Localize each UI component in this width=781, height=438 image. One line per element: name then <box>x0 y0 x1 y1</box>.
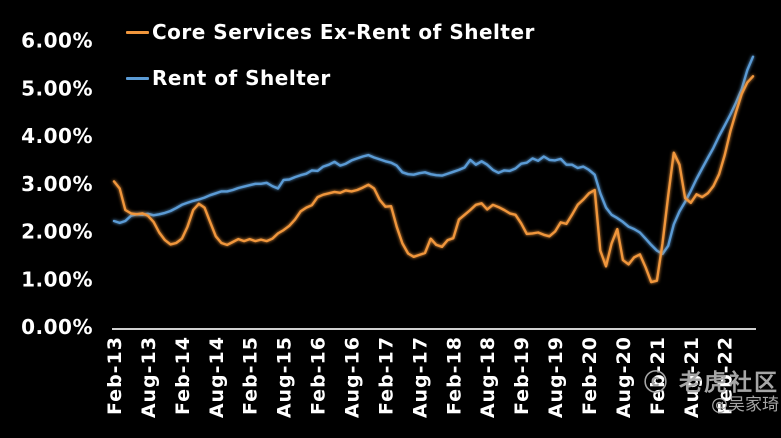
y-tick-label: 3.00% <box>21 172 93 196</box>
x-tick-label: Feb-20 <box>579 336 601 415</box>
rent-of-shelter-swatch-icon <box>126 76 149 80</box>
x-tick-label: Aug-19 <box>545 336 567 418</box>
legend-label-rent-of-shelter: Rent of Shelter <box>152 66 331 90</box>
legend-label-core-services: Core Services Ex-Rent of Shelter <box>152 20 535 44</box>
x-tick-label: Aug-15 <box>274 336 296 418</box>
y-tick-label: 2.00% <box>21 220 93 244</box>
rent-of-shelter-line <box>112 55 755 256</box>
x-tick-label: Feb-22 <box>715 336 737 415</box>
x-tick-label: Aug-14 <box>206 336 228 418</box>
y-axis-labels: 0.00% 1.00% 2.00% 3.00% 4.00% 5.00% 6.00% <box>21 29 93 340</box>
x-axis-labels: Feb-13 Aug-13 Feb-14 Aug-14 Feb-15 Aug-15 Feb-… <box>104 336 737 418</box>
x-tick-label: Aug-13 <box>138 336 160 418</box>
x-tick-label: Aug-17 <box>409 336 431 418</box>
core-services-ex-rent-line <box>112 75 755 284</box>
y-tick-label: 6.00% <box>21 29 93 53</box>
x-tick-label: Feb-18 <box>443 336 465 415</box>
x-tick-label: Feb-19 <box>511 336 533 415</box>
x-tick-label: Feb-13 <box>104 336 126 415</box>
legend-item-core-services: Core Services Ex-Rent of Shelter <box>126 18 535 46</box>
y-tick-label: 0.00% <box>21 315 93 339</box>
x-tick-label: Feb-15 <box>240 336 262 415</box>
x-tick-label: Aug-18 <box>477 336 499 418</box>
x-tick-label: Feb-17 <box>375 336 397 415</box>
legend-item-rent-of-shelter: Rent of Shelter <box>126 64 535 92</box>
y-tick-label: 4.00% <box>21 124 93 148</box>
y-tick-label: 5.00% <box>21 76 93 100</box>
legend: Core Services Ex-Rent of Shelter Rent of… <box>126 18 535 110</box>
y-tick-label: 1.00% <box>21 267 93 291</box>
core-services-swatch-icon <box>126 30 149 34</box>
x-tick-label: Aug-21 <box>681 336 703 418</box>
x-tick-label: Aug-20 <box>613 336 635 418</box>
x-tick-label: Aug-16 <box>342 336 364 418</box>
x-tick-label: Feb-21 <box>647 336 669 415</box>
x-tick-label: Feb-16 <box>308 336 330 415</box>
x-tick-label: Feb-14 <box>172 336 194 415</box>
